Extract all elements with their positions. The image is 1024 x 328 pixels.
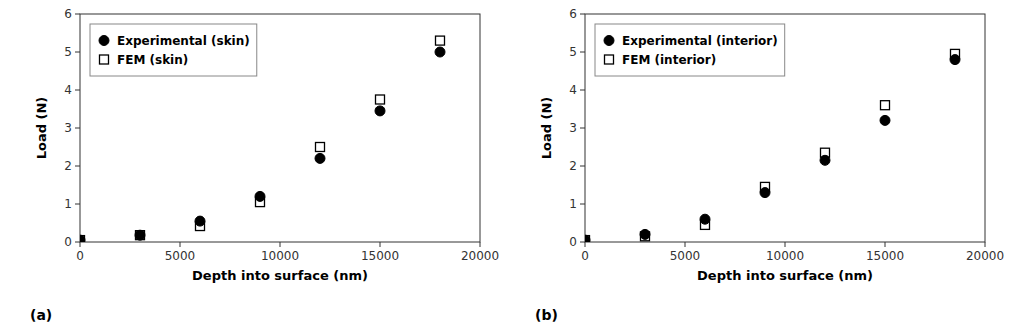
data-point bbox=[585, 236, 590, 242]
y-tick-label: 2 bbox=[569, 159, 577, 173]
legend-label: Experimental (interior) bbox=[622, 34, 778, 48]
x-tick bbox=[985, 242, 986, 247]
panel-label: (a) bbox=[30, 307, 52, 323]
x-tick bbox=[280, 242, 281, 247]
data-point bbox=[255, 191, 265, 201]
panel: 0 5000 10000 15000 20000 0 1 2 3 4 5 6 Depth into su… bbox=[30, 7, 499, 323]
x-tick-label: 10000 bbox=[766, 249, 804, 263]
x-tick bbox=[180, 242, 181, 247]
legend-frame bbox=[90, 24, 257, 76]
legend: Experimental (interior) FEM (interior) bbox=[595, 24, 785, 76]
x-tick bbox=[585, 242, 586, 247]
marks bbox=[585, 49, 960, 242]
y-tick-label: 6 bbox=[64, 7, 72, 21]
data-point bbox=[375, 106, 385, 116]
x-tick-label: 0 bbox=[76, 249, 84, 263]
legend-marker bbox=[100, 55, 109, 64]
y-tick-label: 3 bbox=[64, 121, 72, 135]
data-point bbox=[950, 55, 960, 65]
x-tick-label: 5000 bbox=[165, 249, 196, 263]
y-tick bbox=[75, 166, 80, 167]
data-point bbox=[315, 153, 325, 163]
plot-frame bbox=[80, 14, 480, 242]
data-point bbox=[585, 235, 590, 242]
x-tick-label: 20000 bbox=[461, 249, 499, 263]
data-point bbox=[640, 229, 650, 239]
y-tick-label: 0 bbox=[569, 235, 577, 249]
legend-marker bbox=[605, 55, 614, 64]
x-tick-label: 10000 bbox=[261, 249, 299, 263]
y-tick bbox=[580, 204, 585, 205]
y-axis-label: Load (N) bbox=[539, 97, 554, 160]
y-tick-label: 2 bbox=[64, 159, 72, 173]
legend-marker bbox=[99, 36, 109, 46]
x-tick-label: 5000 bbox=[670, 249, 701, 263]
data-point bbox=[80, 235, 85, 242]
y-tick bbox=[75, 242, 80, 243]
y-axis-label: Load (N) bbox=[34, 97, 49, 160]
data-point bbox=[700, 214, 710, 224]
x-tick bbox=[480, 242, 481, 247]
data-point bbox=[135, 230, 145, 240]
y-tick bbox=[75, 204, 80, 205]
data-point bbox=[436, 36, 445, 45]
y-tick-label: 6 bbox=[569, 7, 577, 21]
legend-label: FEM (interior) bbox=[622, 53, 716, 67]
x-tick bbox=[785, 242, 786, 247]
y-tick bbox=[580, 242, 585, 243]
data-point bbox=[760, 188, 770, 198]
y-tick bbox=[580, 14, 585, 15]
panel-label: (b) bbox=[535, 307, 558, 323]
panel: 0 5000 10000 15000 20000 0 1 2 3 4 5 6 Depth into su… bbox=[535, 7, 1004, 323]
legend-label: Experimental (skin) bbox=[117, 34, 250, 48]
data-point bbox=[881, 101, 890, 110]
x-axis-label: Depth into surface (nm) bbox=[697, 268, 873, 283]
y-tick bbox=[580, 90, 585, 91]
y-tick bbox=[75, 14, 80, 15]
chart-root: 050001000015000200000123456Depth into su… bbox=[0, 0, 1024, 328]
data-point bbox=[136, 231, 145, 240]
y-tick bbox=[75, 90, 80, 91]
legend-frame bbox=[595, 24, 785, 76]
y-tick-label: 1 bbox=[569, 197, 577, 211]
data-point bbox=[376, 95, 385, 104]
x-tick bbox=[380, 242, 381, 247]
data-point bbox=[820, 155, 830, 165]
legend-label: FEM (skin) bbox=[117, 53, 188, 67]
y-tick-label: 1 bbox=[64, 197, 72, 211]
data-point bbox=[80, 236, 85, 242]
x-tick bbox=[80, 242, 81, 247]
y-tick-label: 4 bbox=[569, 83, 577, 97]
x-tick-label: 0 bbox=[581, 249, 589, 263]
legend-marker bbox=[604, 36, 614, 46]
y-tick-label: 4 bbox=[64, 83, 72, 97]
x-tick-label: 20000 bbox=[966, 249, 1004, 263]
x-tick bbox=[685, 242, 686, 247]
y-tick bbox=[75, 52, 80, 53]
y-tick-label: 0 bbox=[64, 235, 72, 249]
data-point bbox=[195, 216, 205, 226]
y-tick bbox=[580, 52, 585, 53]
y-tick-label: 5 bbox=[64, 45, 72, 59]
y-tick-label: 3 bbox=[569, 121, 577, 135]
data-point bbox=[316, 143, 325, 152]
legend: Experimental (skin) FEM (skin) bbox=[90, 24, 257, 76]
y-tick bbox=[580, 128, 585, 129]
data-point bbox=[435, 47, 445, 57]
plot-frame bbox=[585, 14, 985, 242]
x-axis-label: Depth into surface (nm) bbox=[192, 268, 368, 283]
x-tick-label: 15000 bbox=[361, 249, 399, 263]
x-tick bbox=[885, 242, 886, 247]
x-tick-label: 15000 bbox=[866, 249, 904, 263]
y-tick-label: 5 bbox=[569, 45, 577, 59]
data-point bbox=[880, 115, 890, 125]
y-tick bbox=[580, 166, 585, 167]
y-tick bbox=[75, 128, 80, 129]
